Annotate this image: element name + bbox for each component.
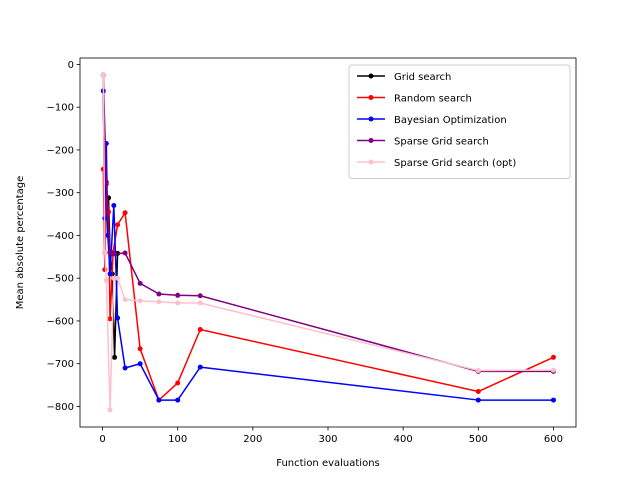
data-point [197,300,203,306]
x-axis-title: Function evaluations [276,458,380,469]
x-tick-label: 100 [168,434,187,445]
data-point [115,222,121,228]
data-point [122,297,128,303]
legend-item: Bayesian Optimization [357,115,507,126]
data-point [107,250,113,256]
series-4 [100,72,556,413]
x-axis: 0 100 200 300 400 500 600 [99,427,563,445]
x-tick-label: 0 [99,434,105,445]
y-axis-title: Mean absolute percentage [15,176,26,310]
y-tick-label: −700 [47,359,74,370]
data-point [197,293,203,299]
data-point [111,275,117,281]
data-point [550,397,556,403]
legend-swatch-marker [368,73,374,79]
data-point [122,210,128,216]
data-point [550,354,556,360]
y-tick-label: −400 [47,231,74,242]
legend-swatch-marker [368,95,374,100]
data-point [156,397,162,403]
legend-label: Sparse Grid search (opt) [394,158,516,169]
data-point [475,368,481,374]
data-point [197,327,203,333]
data-point [137,298,143,304]
legend-item: Sparse Grid search (opt) [357,158,516,169]
data-point [175,300,181,306]
data-point [137,361,143,367]
series-2 [100,88,556,403]
data-point [156,299,162,305]
legend-swatch-marker [368,159,374,165]
data-point [100,72,106,78]
data-point [197,364,203,370]
data-point [550,367,556,373]
data-point [107,407,113,413]
data-point [111,251,117,257]
plot-area [100,72,556,413]
data-point [475,389,481,395]
data-point [107,271,113,277]
data-point [475,397,481,403]
legend-swatch-marker [368,138,374,143]
data-point [175,292,181,298]
y-tick-label: −300 [47,188,74,199]
legend-item: Random search [357,94,472,105]
data-point [175,380,181,386]
data-point [122,250,128,256]
legend-label: Bayesian Optimization [394,115,507,126]
data-point [115,315,121,321]
data-point [137,280,143,286]
legend: Grid search Random search Bayesian Optimiz… [348,64,571,179]
legend-label: Grid search [394,72,451,83]
data-point [115,275,121,281]
data-point [156,291,162,297]
data-point [103,179,109,185]
data-point [107,316,113,322]
data-point [103,277,109,283]
y-tick-label: −600 [47,316,74,327]
x-tick-label: 200 [243,434,262,445]
legend-box [348,64,571,179]
legend-item: Grid search [357,72,451,83]
x-tick-label: 400 [394,434,413,445]
y-tick-label: 0 [68,60,74,71]
data-point [112,354,118,360]
legend-label: Random search [394,94,472,105]
y-tick-label: −100 [47,103,74,114]
y-tick-label: −800 [47,402,74,413]
data-point [102,250,108,256]
x-tick-label: 300 [318,434,337,445]
series-line [102,90,554,401]
x-tick-label: 600 [544,434,563,445]
data-point [137,346,143,352]
data-point [175,397,181,403]
x-tick-label: 500 [469,434,488,445]
y-tick-label: −500 [47,274,74,285]
y-axis: 0 −100 −200 −300 −400 −500 −600 −700 −800 [47,60,80,413]
data-point [122,365,128,371]
data-point [111,203,117,209]
legend-item: Sparse Grid search [357,137,489,148]
legend-swatch-marker [368,116,374,122]
y-tick-label: −200 [47,145,74,156]
legend-label: Sparse Grid search [394,137,489,148]
